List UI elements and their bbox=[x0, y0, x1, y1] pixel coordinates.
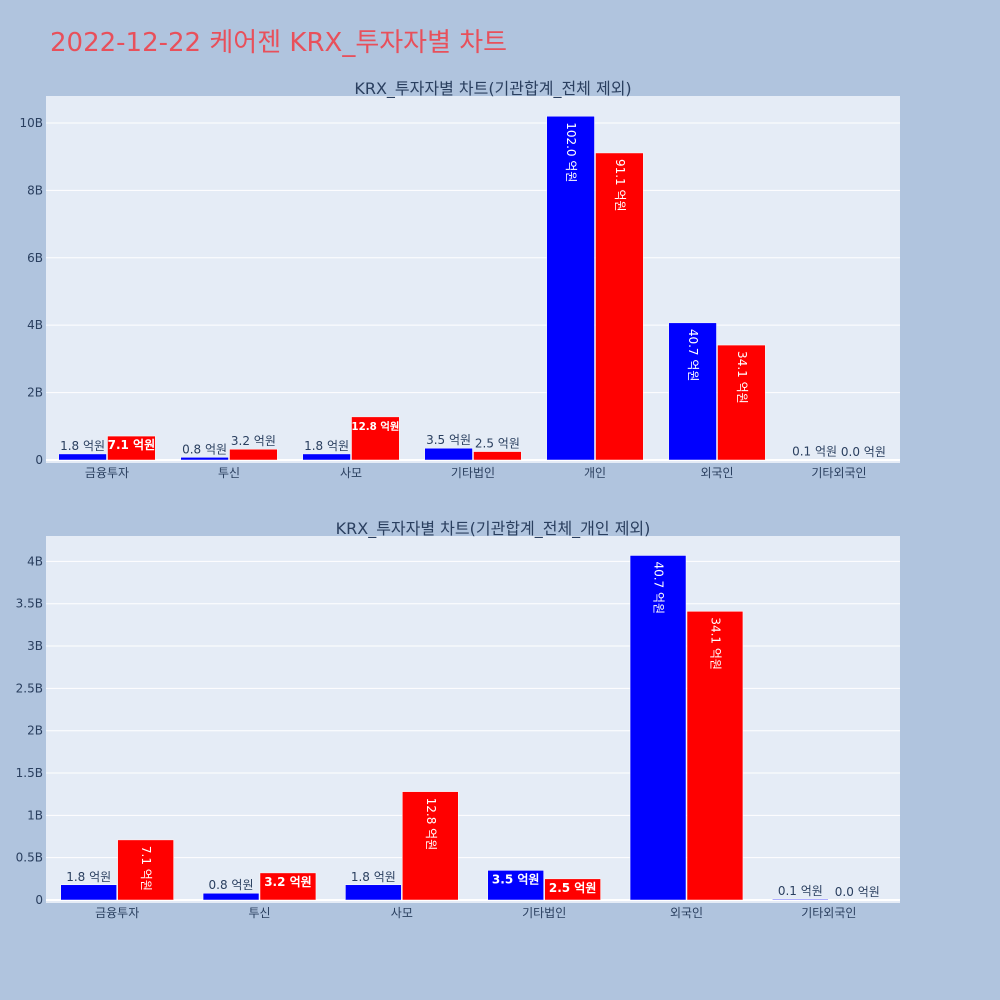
bar bbox=[473, 451, 522, 461]
y-tick-label: 4B bbox=[27, 318, 43, 332]
bar bbox=[180, 457, 229, 461]
bar bbox=[487, 870, 544, 901]
x-tick-label: 기타법인 bbox=[451, 466, 495, 480]
data-label: 40.7 억원 bbox=[652, 561, 666, 614]
bar bbox=[351, 416, 400, 461]
x-tick-label: 투신 bbox=[218, 466, 240, 480]
bar bbox=[259, 872, 317, 901]
y-tick-label: 2.5B bbox=[16, 681, 43, 695]
data-label: 3.2 억원 bbox=[264, 875, 312, 889]
bar bbox=[595, 152, 644, 461]
data-label: 1.8 억원 bbox=[304, 439, 349, 453]
y-tick-label: 0 bbox=[35, 453, 43, 467]
data-label: 3.5 억원 bbox=[426, 433, 471, 447]
data-label: 12.8 억원 bbox=[424, 798, 438, 851]
bar bbox=[345, 884, 402, 901]
bar bbox=[686, 611, 744, 901]
data-label: 0.1 억원 bbox=[792, 445, 837, 459]
plot-area bbox=[46, 536, 900, 903]
bar bbox=[424, 447, 473, 461]
x-tick-label: 기타외국인 bbox=[811, 466, 866, 480]
x-tick-label: 사모 bbox=[340, 466, 362, 480]
data-label: 34.1 억원 bbox=[735, 351, 749, 404]
data-label: 0.8 억원 bbox=[182, 442, 227, 456]
x-tick-label: 투신 bbox=[248, 906, 270, 920]
x-tick-label: 금융투자 bbox=[95, 906, 139, 920]
data-label: 0.0 억원 bbox=[835, 885, 880, 899]
bar bbox=[202, 892, 260, 901]
bar bbox=[546, 115, 595, 461]
chart-1: 0 2B 4B 6B 8B 10B KRX_투자자별 차트(기관합계_전체 제외) 금융투자 1… bbox=[19, 79, 900, 480]
y-tick-label: 1B bbox=[27, 808, 43, 822]
x-tick-label: 기타외국인 bbox=[801, 906, 856, 920]
data-label: 102.0 억원 bbox=[564, 122, 578, 182]
bar bbox=[668, 322, 717, 461]
data-label: 1.8 억원 bbox=[66, 870, 111, 884]
bar bbox=[117, 839, 174, 901]
page-title: 2022-12-22 케어젠 KRX_투자자별 차트 bbox=[50, 28, 508, 58]
bar bbox=[772, 898, 829, 901]
data-label: 0.0 억원 bbox=[841, 445, 886, 459]
x-tick-label: 외국인 bbox=[670, 906, 703, 920]
chart-title: KRX_투자자별 차트(기관합계_전체 제외) bbox=[354, 79, 631, 99]
data-label: 0.8 억원 bbox=[209, 878, 254, 892]
data-label: 1.8 억원 bbox=[60, 439, 105, 453]
y-tick-label: 2B bbox=[27, 724, 43, 738]
bar bbox=[302, 453, 351, 461]
y-tick-label: 3.5B bbox=[16, 597, 43, 611]
bar bbox=[402, 791, 459, 901]
bar bbox=[58, 453, 107, 461]
data-label: 7.1 억원 bbox=[108, 438, 156, 452]
bar bbox=[60, 884, 117, 901]
y-tick-label: 6B bbox=[27, 251, 43, 265]
data-label: 40.7 억원 bbox=[686, 329, 700, 382]
x-tick-label: 금융투자 bbox=[85, 466, 129, 480]
chart-2: 0 0.5B 1B 1.5B 2B 2.5B 3B 3.5B 4B KRX_투자자별 차트(기관합… bbox=[16, 519, 900, 920]
bar bbox=[717, 344, 766, 461]
bar bbox=[229, 448, 278, 461]
data-label: 2.5 억원 bbox=[549, 881, 597, 895]
data-label: 91.1 억원 bbox=[613, 159, 627, 212]
data-label: 7.1 억원 bbox=[139, 846, 153, 891]
data-label: 0.1 억원 bbox=[778, 884, 823, 898]
data-label: 1.8 억원 bbox=[351, 870, 396, 884]
plot-area bbox=[46, 96, 900, 463]
y-tick-label: 0 bbox=[35, 893, 43, 907]
bar bbox=[629, 555, 687, 901]
x-tick-label: 기타법인 bbox=[522, 906, 566, 920]
bar bbox=[544, 878, 601, 901]
y-tick-label: 2B bbox=[27, 386, 43, 400]
data-label: 3.2 억원 bbox=[231, 434, 276, 448]
y-tick-label: 0.5B bbox=[16, 851, 43, 865]
bar bbox=[107, 435, 156, 461]
y-tick-label: 1.5B bbox=[16, 766, 43, 780]
x-tick-label: 외국인 bbox=[700, 466, 733, 480]
data-label: 12.8 억원 bbox=[351, 420, 399, 433]
chart-title: KRX_투자자별 차트(기관합계_전체_개인 제외) bbox=[336, 519, 651, 539]
data-label: 2.5 억원 bbox=[475, 437, 520, 451]
x-tick-label: 개인 bbox=[584, 466, 606, 480]
y-tick-label: 4B bbox=[27, 554, 43, 568]
data-label: 3.5 억원 bbox=[492, 872, 540, 886]
y-tick-label: 3B bbox=[27, 639, 43, 653]
x-tick-label: 사모 bbox=[391, 906, 413, 920]
y-tick-label: 8B bbox=[27, 183, 43, 197]
y-tick-label: 10B bbox=[19, 116, 43, 130]
data-label: 34.1 억원 bbox=[708, 617, 722, 670]
